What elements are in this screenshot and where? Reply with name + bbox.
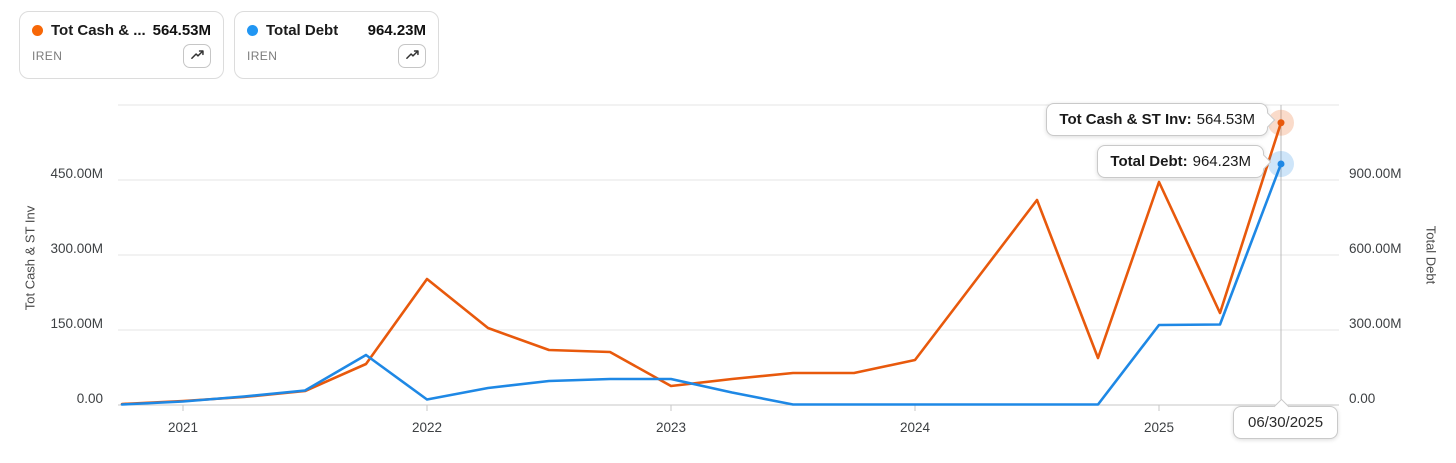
tooltip-value: 564.53M bbox=[1196, 111, 1255, 128]
series-color-dot bbox=[247, 25, 258, 36]
x-axis-tick-label: 2025 bbox=[1143, 420, 1175, 435]
highlight-dot bbox=[1277, 160, 1285, 168]
series-line-right bbox=[120, 162, 1283, 406]
legend-card-total-debt[interactable]: Total Debt 964.23M IREN bbox=[234, 11, 439, 79]
right-axis-tick-label: 600.00M bbox=[1349, 241, 1402, 256]
legend-card-row: Total Debt 964.23M bbox=[247, 22, 426, 39]
x-axis-tick-label: 2024 bbox=[899, 420, 931, 435]
legend-card-row: IREN bbox=[247, 44, 426, 68]
right-axis-tick-label: 300.00M bbox=[1349, 316, 1402, 331]
tooltip-total-debt: Total Debt: 964.23M bbox=[1097, 145, 1264, 178]
legend-card-tot-cash[interactable]: Tot Cash & ... 564.53M IREN bbox=[19, 11, 224, 79]
series-line-left bbox=[120, 121, 1283, 406]
series-value: 564.53M bbox=[152, 22, 211, 39]
ticker-label: IREN bbox=[247, 49, 278, 63]
open-chart-button[interactable] bbox=[183, 44, 211, 68]
series-label: Total Debt bbox=[266, 22, 339, 39]
trending-up-icon bbox=[405, 47, 420, 65]
tooltip-label: Total Debt: bbox=[1110, 153, 1188, 170]
right-axis-tick-label: 0.00 bbox=[1349, 391, 1376, 406]
ticker-label: IREN bbox=[32, 49, 63, 63]
series-color-dot bbox=[32, 25, 43, 36]
left-axis-tick-label: 300.00M bbox=[50, 241, 103, 256]
legend-card-row: Tot Cash & ... 564.53M bbox=[32, 22, 211, 39]
tooltip-label: Tot Cash & ST Inv: bbox=[1059, 111, 1192, 128]
right-axis-tick-label: 900.00M bbox=[1349, 166, 1402, 181]
tooltip-value: 964.23M bbox=[1192, 153, 1251, 170]
open-chart-button[interactable] bbox=[398, 44, 426, 68]
x-axis-tick-label: 2022 bbox=[411, 420, 443, 435]
legend-card-row: IREN bbox=[32, 44, 211, 68]
tooltip-tot-cash: Tot Cash & ST Inv: 564.53M bbox=[1046, 103, 1268, 136]
legend: Tot Cash & ... 564.53M IREN Total Debt 9… bbox=[19, 11, 439, 79]
trending-up-icon bbox=[190, 47, 205, 65]
x-axis-tick-label: 2021 bbox=[167, 420, 199, 435]
left-axis-tick-label: 0.00 bbox=[76, 391, 103, 406]
left-axis-tick-label: 150.00M bbox=[50, 316, 103, 331]
highlight-dot bbox=[1277, 119, 1285, 127]
series-value: 964.23M bbox=[367, 22, 426, 39]
left-axis-tick-label: 450.00M bbox=[50, 166, 103, 181]
x-axis-tick-label: 2023 bbox=[655, 420, 687, 435]
crosshair-date-label: 06/30/2025 bbox=[1233, 406, 1339, 439]
series-label: Tot Cash & ... bbox=[51, 22, 145, 39]
